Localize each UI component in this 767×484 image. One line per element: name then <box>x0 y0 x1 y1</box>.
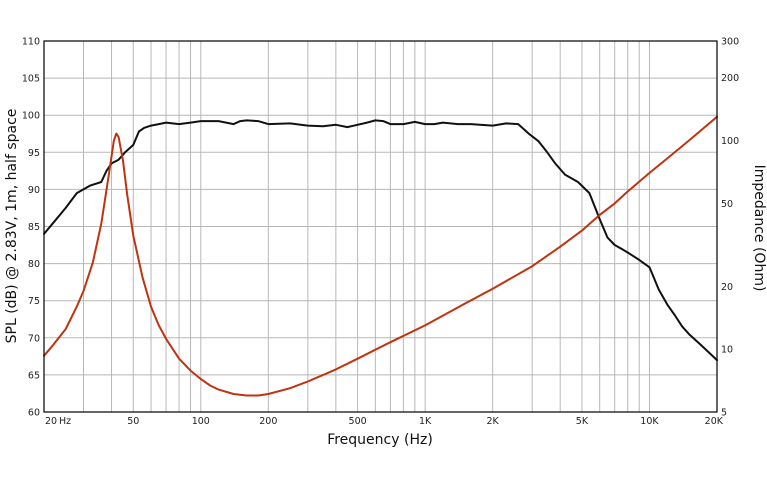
y-tick-label: 65 <box>28 370 40 381</box>
y-tick-label: 80 <box>28 259 40 270</box>
x-tick-label: 10K <box>640 416 659 427</box>
y-tick-label: 110 <box>22 37 40 48</box>
x-tick-label: 5K <box>576 416 589 427</box>
y2-tick-labels: 5 10 20 50 100 200 300 <box>721 37 739 419</box>
y-tick-label: 75 <box>28 296 40 307</box>
x-tick-label: 100 <box>192 416 210 427</box>
x-tick-label: 500 <box>349 416 367 427</box>
y-tick-label: 95 <box>28 148 40 159</box>
x-tick-label: 20 <box>45 416 57 427</box>
x-tick-label: 200 <box>259 416 277 427</box>
impedance-curve <box>44 117 717 396</box>
y2-tick-label: 50 <box>721 199 733 210</box>
x-axis-title: Frequency (Hz) <box>327 432 433 448</box>
y-tick-label: 60 <box>28 408 40 419</box>
y2-tick-label: 200 <box>721 73 739 84</box>
y-tick-label: 85 <box>28 222 40 233</box>
y-tick-label: 90 <box>28 185 40 196</box>
y-tick-labels: 60 65 70 75 80 85 90 95 100 105 110 <box>22 37 40 419</box>
y2-axis-title: Impedance (Ohm) <box>751 165 767 292</box>
grid-lines <box>44 41 717 412</box>
series-layer <box>44 117 717 396</box>
y2-tick-label: 10 <box>721 345 733 356</box>
y-tick-label: 100 <box>22 111 40 122</box>
y-tick-label: 105 <box>22 74 40 85</box>
y2-tick-label: 20 <box>721 282 733 293</box>
y-tick-label: 70 <box>28 333 40 344</box>
x-tick-label: 2K <box>487 416 500 427</box>
x-unit-label: Hz <box>59 416 71 427</box>
y-axis-title: SPL (dB) @ 2.83V, 1m, half space <box>4 109 20 344</box>
x-tick-labels: 20501002005001K2K5K10K20K <box>45 416 724 427</box>
x-tick-label: 1K <box>419 416 432 427</box>
y2-tick-label: 5 <box>721 408 727 419</box>
spl-curve <box>44 120 717 360</box>
y2-tick-label: 100 <box>721 136 739 147</box>
x-tick-label: 50 <box>127 416 139 427</box>
y2-tick-label: 300 <box>721 37 739 48</box>
